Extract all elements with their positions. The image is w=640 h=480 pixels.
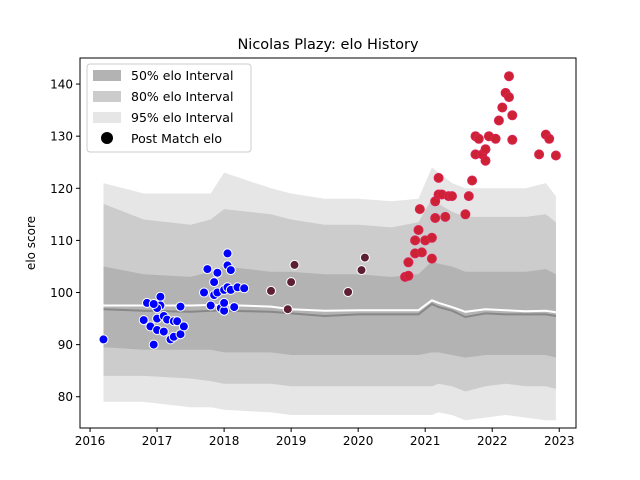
match-point-dark	[359, 252, 370, 263]
match-point-blue	[205, 300, 216, 311]
match-point-red	[447, 191, 457, 202]
match-point-red	[430, 213, 441, 223]
legend-swatch-95	[93, 112, 121, 123]
match-point-red	[403, 270, 414, 281]
y-axis: 80 90 100 110 120 130 140	[50, 78, 80, 404]
y-tick-label: 90	[58, 338, 73, 352]
x-tick-label: 2016	[75, 434, 106, 448]
legend: 50% elo Interval 80% elo Interval 95% el…	[86, 63, 252, 153]
match-point-red	[480, 155, 491, 166]
match-point-blue	[158, 326, 169, 337]
match-point-red	[433, 172, 444, 183]
match-point-red	[416, 247, 427, 258]
match-point-dark	[266, 285, 276, 296]
match-point-blue	[229, 302, 240, 313]
match-point-red	[490, 133, 501, 144]
match-point-blue	[219, 297, 230, 308]
match-point-blue	[178, 321, 189, 332]
x-tick-label: 2017	[142, 434, 173, 448]
match-point-blue	[199, 287, 209, 298]
match-point-red	[440, 211, 451, 222]
legend-label-80: 80% elo Interval	[131, 89, 233, 104]
match-point-red	[544, 133, 555, 144]
match-point-blue	[138, 315, 149, 326]
match-point-red	[534, 149, 545, 160]
match-point-red	[463, 191, 474, 202]
match-point-blue	[155, 291, 166, 302]
match-point-red	[497, 102, 508, 113]
match-point-blue	[148, 299, 159, 309]
legend-swatch-50	[93, 70, 121, 81]
legend-swatch-80	[93, 91, 121, 102]
match-point-red	[507, 110, 518, 121]
match-point-red	[426, 232, 437, 243]
match-point-red	[550, 150, 561, 161]
match-point-red	[467, 175, 478, 186]
match-point-red	[414, 204, 425, 215]
match-point-dark	[282, 304, 293, 315]
match-point-red	[504, 71, 514, 82]
post-match-points	[98, 71, 561, 350]
match-point-red	[507, 134, 518, 145]
match-point-red	[426, 253, 437, 264]
match-point-blue	[172, 316, 183, 327]
match-point-red	[410, 235, 421, 246]
y-tick-label: 110	[50, 234, 73, 248]
match-point-blue	[212, 267, 223, 278]
legend-label-50: 50% elo Interval	[131, 68, 233, 83]
match-point-blue	[98, 334, 109, 345]
y-tick-label: 80	[58, 390, 73, 404]
match-point-dark	[289, 259, 300, 270]
match-point-red	[413, 225, 424, 235]
match-point-blue	[175, 301, 186, 312]
x-tick-label: 2023	[544, 434, 575, 448]
x-tick-label: 2021	[410, 434, 441, 448]
match-point-blue	[209, 277, 220, 288]
match-point-blue	[239, 283, 250, 294]
x-tick-label: 2022	[477, 434, 508, 448]
match-point-red	[480, 144, 491, 155]
match-point-red	[493, 115, 504, 126]
x-tick-label: 2019	[276, 434, 307, 448]
legend-label-points: Post Match elo	[131, 131, 222, 146]
y-tick-label: 120	[50, 182, 73, 196]
interval-bands	[103, 167, 556, 421]
match-point-dark	[343, 287, 354, 297]
match-point-red	[403, 257, 414, 268]
match-point-red	[473, 133, 484, 144]
match-point-blue	[222, 248, 233, 259]
y-tick-label: 140	[50, 78, 73, 92]
match-point-dark	[356, 265, 367, 276]
match-point-blue	[148, 339, 159, 350]
x-tick-label: 2018	[209, 434, 240, 448]
x-axis: 2016 2017 2018 2019 2020 2021 2022 2023	[75, 428, 575, 448]
legend-marker-points	[101, 132, 113, 144]
y-tick-label: 130	[50, 130, 73, 144]
match-point-blue	[225, 265, 236, 276]
median-elo-line	[103, 302, 557, 319]
match-point-dark	[286, 277, 297, 288]
plot-frame	[79, 57, 577, 429]
y-axis-label: elo score	[24, 216, 38, 270]
match-point-red	[504, 92, 514, 103]
chart-title: Nicolas Plazy: elo History	[237, 37, 419, 53]
y-tick-label: 100	[50, 286, 73, 300]
legend-label-95: 95% elo Interval	[131, 110, 233, 125]
x-tick-label: 2020	[343, 434, 374, 448]
match-point-red	[460, 209, 471, 220]
legend-frame	[86, 63, 252, 153]
match-point-blue	[202, 264, 213, 275]
